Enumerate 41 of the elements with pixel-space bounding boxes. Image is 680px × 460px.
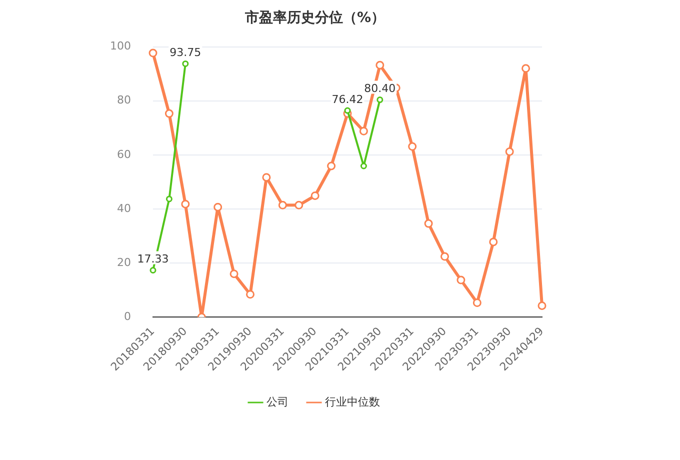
point	[522, 64, 530, 73]
point	[214, 202, 222, 212]
y-tick-label: 20	[116, 256, 131, 269]
point	[456, 276, 466, 284]
y-tick-label: 60	[116, 148, 131, 161]
point	[246, 290, 254, 299]
point	[489, 238, 498, 246]
point	[164, 109, 174, 118]
y-tick-label: 0	[124, 310, 131, 323]
point	[505, 147, 514, 156]
point	[440, 252, 449, 261]
point	[376, 96, 384, 104]
point	[294, 200, 304, 210]
point	[359, 126, 368, 136]
point	[182, 60, 189, 67]
data-label: 17.33	[137, 252, 169, 266]
legend-label: 行业中位数	[325, 395, 380, 408]
point	[472, 298, 482, 307]
point	[424, 219, 433, 228]
point	[166, 196, 172, 202]
point	[278, 200, 287, 210]
point	[327, 162, 336, 170]
chart-title: 市盈率历史分位（%）	[244, 9, 386, 26]
point	[376, 60, 384, 70]
point	[262, 173, 271, 182]
point	[538, 301, 546, 310]
y-tick-label: 80	[116, 94, 131, 107]
legend-label: 公司	[266, 395, 288, 408]
point	[360, 162, 367, 170]
point	[408, 142, 417, 151]
y-tick-label: 40	[116, 202, 131, 215]
data-label: 93.75	[170, 46, 202, 60]
y-tick-label: 100	[110, 40, 131, 53]
point	[181, 200, 190, 208]
data-label: 80.40	[364, 82, 396, 96]
point	[344, 107, 351, 114]
data-label: 76.42	[332, 92, 364, 106]
point	[148, 48, 158, 58]
point	[230, 270, 238, 278]
point	[310, 191, 320, 200]
point	[150, 266, 156, 274]
